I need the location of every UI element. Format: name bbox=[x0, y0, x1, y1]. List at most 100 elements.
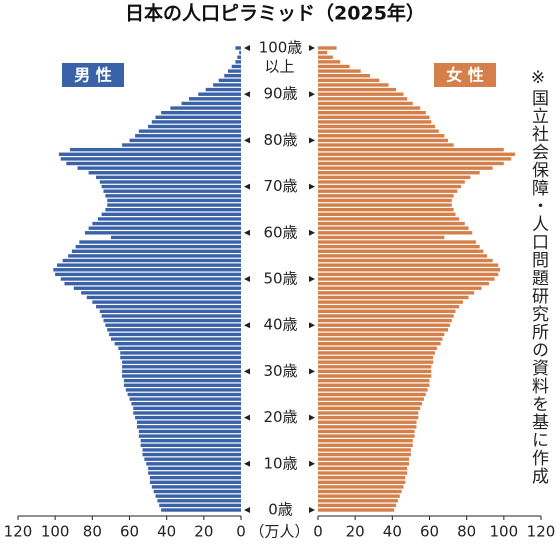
age-label: 50歳 bbox=[263, 270, 297, 288]
bar bbox=[101, 314, 241, 318]
bar bbox=[318, 378, 430, 383]
bar bbox=[318, 462, 410, 466]
bar bbox=[318, 300, 463, 304]
bar bbox=[101, 212, 241, 217]
bar bbox=[92, 221, 241, 226]
bar bbox=[96, 175, 241, 180]
x-tick-label: 40 bbox=[157, 523, 176, 541]
bar bbox=[135, 134, 241, 138]
arrow bbox=[309, 183, 315, 190]
bar bbox=[318, 323, 450, 327]
bar bbox=[105, 208, 241, 212]
arrow bbox=[244, 368, 250, 375]
bar bbox=[224, 74, 241, 78]
bar bbox=[318, 406, 421, 411]
bar bbox=[318, 429, 415, 434]
bar bbox=[318, 175, 471, 180]
bar bbox=[60, 277, 241, 281]
bar bbox=[73, 286, 241, 290]
bar bbox=[136, 420, 241, 424]
bar bbox=[318, 110, 426, 115]
bar bbox=[142, 448, 241, 452]
bar bbox=[127, 392, 241, 397]
bar bbox=[237, 55, 241, 59]
bar bbox=[318, 355, 434, 360]
bar bbox=[318, 448, 411, 452]
age-label: 30歳 bbox=[263, 362, 297, 380]
bar bbox=[84, 231, 242, 235]
bar bbox=[79, 240, 241, 244]
bar bbox=[318, 489, 402, 494]
x-tick-label: 20 bbox=[194, 523, 213, 541]
bar bbox=[77, 166, 241, 170]
bar bbox=[318, 120, 432, 124]
bar bbox=[318, 411, 419, 415]
bar bbox=[131, 402, 241, 406]
bar bbox=[148, 466, 241, 471]
bar bbox=[318, 475, 406, 480]
bar bbox=[318, 50, 328, 55]
arrow bbox=[309, 45, 315, 51]
bar bbox=[318, 240, 476, 244]
bar bbox=[188, 97, 241, 101]
age-label: 70歳 bbox=[263, 177, 297, 195]
bar bbox=[318, 272, 499, 277]
bar bbox=[55, 272, 241, 277]
age-label: 100歳 bbox=[259, 39, 303, 57]
bar bbox=[318, 212, 456, 217]
bar bbox=[318, 360, 434, 364]
arrow bbox=[309, 322, 315, 329]
bar bbox=[318, 281, 489, 286]
arrow bbox=[309, 276, 315, 282]
arrow bbox=[244, 91, 250, 98]
legend-box bbox=[62, 63, 124, 87]
bar bbox=[148, 124, 241, 129]
arrow bbox=[244, 183, 250, 190]
bar bbox=[318, 249, 484, 253]
bar bbox=[318, 254, 488, 258]
bar bbox=[149, 480, 241, 484]
x-tick-label: 100 bbox=[41, 523, 70, 541]
arrow bbox=[309, 137, 315, 144]
bar bbox=[135, 415, 241, 420]
bar bbox=[318, 425, 417, 429]
bar bbox=[318, 152, 515, 156]
bar bbox=[107, 203, 241, 207]
bar bbox=[318, 309, 456, 314]
bar bbox=[231, 64, 241, 69]
bar bbox=[318, 184, 462, 189]
bar bbox=[140, 443, 241, 448]
x-tick-label: 100 bbox=[490, 523, 519, 541]
bar bbox=[318, 161, 504, 166]
bar bbox=[318, 318, 452, 323]
bar bbox=[318, 295, 469, 300]
bar bbox=[318, 60, 341, 64]
bar bbox=[235, 60, 241, 64]
x-tick-label: 60 bbox=[420, 523, 439, 541]
arrow bbox=[309, 368, 315, 375]
bar bbox=[318, 92, 404, 96]
age-label: 80歳 bbox=[263, 131, 297, 149]
bar bbox=[122, 360, 241, 364]
bar bbox=[68, 254, 241, 258]
legend-label: 女 性 bbox=[446, 66, 484, 85]
bar bbox=[118, 346, 241, 350]
age-label: 20歳 bbox=[263, 408, 297, 426]
bar bbox=[318, 78, 380, 83]
bar bbox=[318, 244, 480, 249]
bar bbox=[318, 221, 465, 226]
bar bbox=[148, 471, 241, 475]
unit-label: （万人） bbox=[249, 523, 309, 541]
bar bbox=[318, 129, 439, 133]
bar bbox=[97, 217, 242, 221]
bar bbox=[318, 69, 361, 73]
bar bbox=[318, 74, 371, 78]
bar bbox=[109, 332, 241, 337]
bar bbox=[161, 508, 241, 512]
bar bbox=[142, 452, 241, 457]
bar bbox=[318, 97, 408, 101]
bar bbox=[103, 318, 241, 323]
bar bbox=[318, 286, 482, 290]
